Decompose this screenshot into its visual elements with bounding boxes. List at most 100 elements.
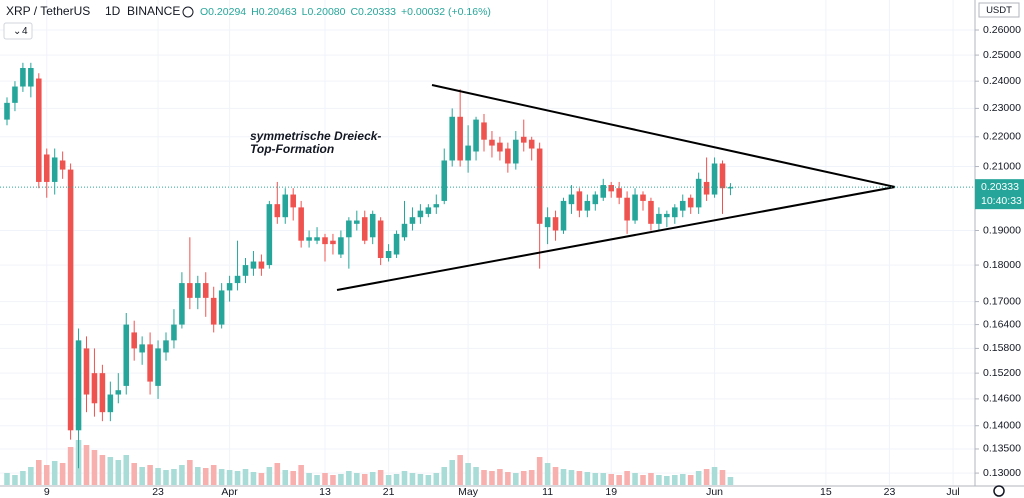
candle-body: [624, 197, 630, 221]
symbol: XRP / TetherUS: [6, 4, 90, 18]
y-tick-label: 0.18000: [983, 259, 1021, 271]
indicator-badge[interactable]: [3, 22, 33, 40]
volume-bar: [83, 445, 90, 485]
candle-body: [608, 185, 614, 192]
volume-bar: [616, 475, 622, 485]
volume-bar: [695, 471, 702, 485]
triangle-upper-line: [431, 84, 896, 188]
volume-bar: [131, 463, 137, 485]
candle-body: [155, 348, 161, 386]
volume-bar: [369, 472, 376, 485]
volume-bar: [568, 470, 575, 485]
candle-body: [51, 157, 58, 182]
candle-body: [632, 194, 638, 221]
volume-bar: [306, 473, 312, 485]
volume-bar: [202, 468, 209, 485]
volume-bar: [465, 463, 471, 485]
candle-body: [4, 102, 10, 120]
volume-bar: [672, 475, 678, 485]
y-tick-label: 0.14600: [983, 393, 1021, 405]
settings-icon[interactable]: [993, 485, 1005, 497]
volume-bar: [274, 463, 281, 485]
volume-bar: [210, 465, 217, 485]
candle-body: [234, 275, 241, 284]
volume-bar: [727, 477, 734, 485]
candle-body: [560, 200, 567, 231]
candle-body: [12, 86, 18, 103]
last-price-box: [975, 179, 1024, 210]
candle-body: [695, 178, 702, 208]
volume-bar: [600, 473, 607, 485]
eye-icon[interactable]: [182, 6, 194, 18]
volume-bar: [250, 472, 257, 485]
volume-bar: [449, 460, 455, 485]
candle-body: [346, 220, 352, 238]
x-tick-label: Jun: [706, 486, 723, 498]
volume-bar: [552, 467, 559, 485]
candle-body: [711, 163, 718, 195]
candle-body: [107, 394, 114, 413]
candle-body: [28, 68, 34, 87]
volume-bar: [648, 473, 654, 485]
volume-bar: [91, 450, 98, 485]
candle-body: [99, 373, 106, 413]
currency-label: USDT: [986, 5, 1012, 16]
candle-body: [648, 200, 654, 224]
x-tick-label: 9: [44, 486, 50, 498]
volume-bar: [679, 474, 686, 485]
volume-bar: [36, 460, 42, 485]
volume-bar: [12, 475, 18, 485]
volume-bar: [282, 470, 289, 485]
candle-body: [656, 213, 662, 224]
volume-bar: [656, 475, 662, 485]
candle-body: [433, 204, 440, 208]
candle-body: [401, 223, 408, 238]
candle-body: [195, 283, 201, 298]
candle-body: [282, 194, 289, 218]
volume-bar: [473, 467, 479, 485]
price-axis-bg: [975, 0, 1024, 486]
x-tick-label: May: [458, 486, 479, 498]
candle-body: [377, 220, 384, 259]
candle-body: [393, 233, 400, 255]
volume-bar: [314, 475, 320, 485]
candle-body: [202, 283, 209, 298]
last-price: 0.20333 10:40:33: [0, 179, 1024, 210]
candle-body: [481, 122, 487, 140]
volume-bar: [560, 469, 567, 485]
volume-bar: [417, 474, 424, 485]
x-tick-label: 23: [152, 486, 164, 498]
volume-bar: [624, 471, 630, 485]
candle-body: [115, 390, 122, 395]
triangle-lower-line: [336, 186, 896, 291]
candle-body: [163, 340, 169, 353]
volume-bar: [195, 467, 201, 485]
candle-body: [354, 220, 360, 224]
volume-bar: [28, 467, 34, 485]
candle-body: [20, 68, 26, 87]
legend-item: H0.20463: [251, 6, 297, 18]
ohlc-legend: O0.20294 H0.20463 L0.20080 C0.20333 +0.00032…: [200, 6, 491, 18]
volume-bar: [322, 473, 328, 485]
legend-item: +0.00032 (+0.16%): [401, 6, 491, 18]
volume-bar: [155, 468, 161, 485]
candle-body: [226, 283, 233, 291]
candle-body: [242, 265, 249, 276]
exchange: BINANCE: [127, 4, 180, 18]
candle-body: [338, 237, 344, 255]
volume-bar: [513, 473, 519, 485]
volume-bar: [123, 455, 130, 485]
candle-body: [314, 237, 320, 241]
candle-body: [592, 194, 599, 205]
volume-bar: [179, 465, 185, 485]
volume-bar: [242, 469, 249, 485]
candle-body: [75, 340, 82, 431]
candle-body: [520, 136, 527, 143]
volume-bar: [99, 455, 106, 485]
volume-bar: [584, 472, 591, 485]
candle-body: [465, 145, 471, 161]
volume-bar: [266, 467, 273, 485]
volume-bar: [393, 474, 400, 485]
